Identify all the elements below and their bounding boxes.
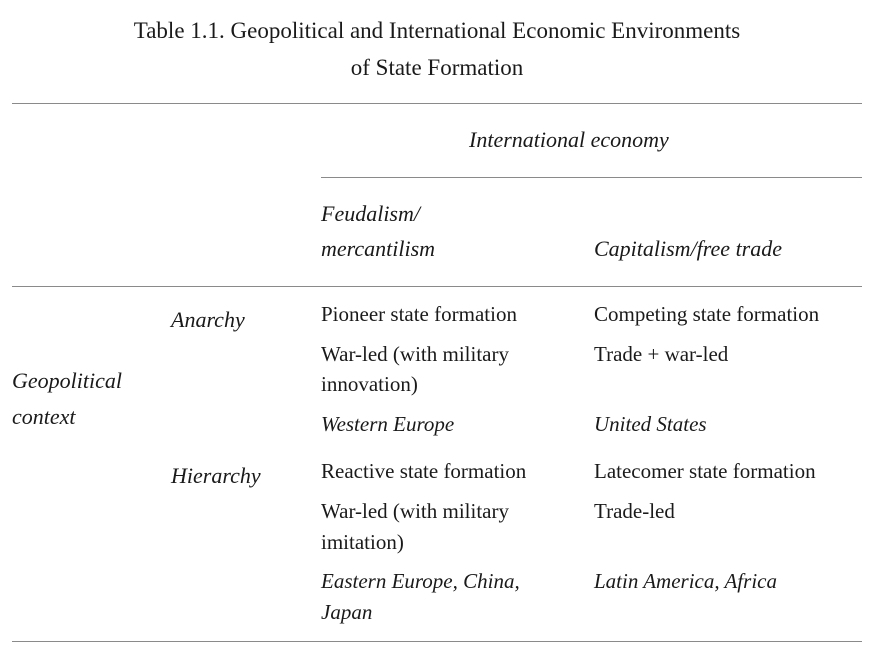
cell-anarchy-feudalism-driver-line-2: innovation) [321, 372, 418, 396]
cell-hierarchy-capitalism-driver: Trade-led [594, 499, 675, 523]
column-header-capitalism: Capitalism/free trade [594, 236, 783, 261]
cell-anarchy-feudalism-type: Pioneer state formation [321, 302, 517, 326]
cell-hierarchy-feudalism-type: Reactive state formation [321, 459, 527, 483]
cell-anarchy-capitalism-driver: Trade + war-led [594, 342, 729, 366]
cell-anarchy-feudalism-example: Western Europe [321, 412, 455, 436]
cell-hierarchy-feudalism-driver-line-1: War-led (with military [321, 499, 509, 523]
top-rule [12, 103, 862, 104]
spanning-header: International economy [469, 127, 669, 152]
spanning-header-rule [321, 177, 862, 178]
cell-hierarchy-capitalism-type: Latecomer state formation [594, 459, 816, 483]
column-header-feudalism-line-1: Feudalism/ [321, 201, 420, 226]
cell-hierarchy-feudalism-example-line-1: Eastern Europe, China, [321, 569, 520, 593]
cell-hierarchy-feudalism-driver-line-2: imitation) [321, 530, 404, 554]
table-title-line-1: Table 1.1. Geopolitical and Internationa… [133, 18, 741, 43]
row-label-anarchy: Anarchy [171, 307, 245, 332]
header-rule [12, 286, 862, 287]
column-header-feudalism-line-2: mercantilism [321, 236, 436, 261]
bottom-rule [12, 641, 862, 642]
row-group-label-line-1: Geopolitical [12, 368, 122, 393]
cell-hierarchy-capitalism-example: Latin America, Africa [594, 569, 777, 593]
cell-anarchy-feudalism-driver-line-1: War-led (with military [321, 342, 509, 366]
row-label-hierarchy: Hierarchy [171, 463, 261, 488]
cell-anarchy-capitalism-type: Competing state formation [594, 302, 820, 326]
cell-hierarchy-feudalism-example-line-2: Japan [321, 600, 373, 624]
cell-anarchy-capitalism-example: United States [594, 412, 707, 436]
table-title-line-2: of State Formation [350, 55, 524, 80]
row-group-label-line-2: context [12, 404, 76, 429]
